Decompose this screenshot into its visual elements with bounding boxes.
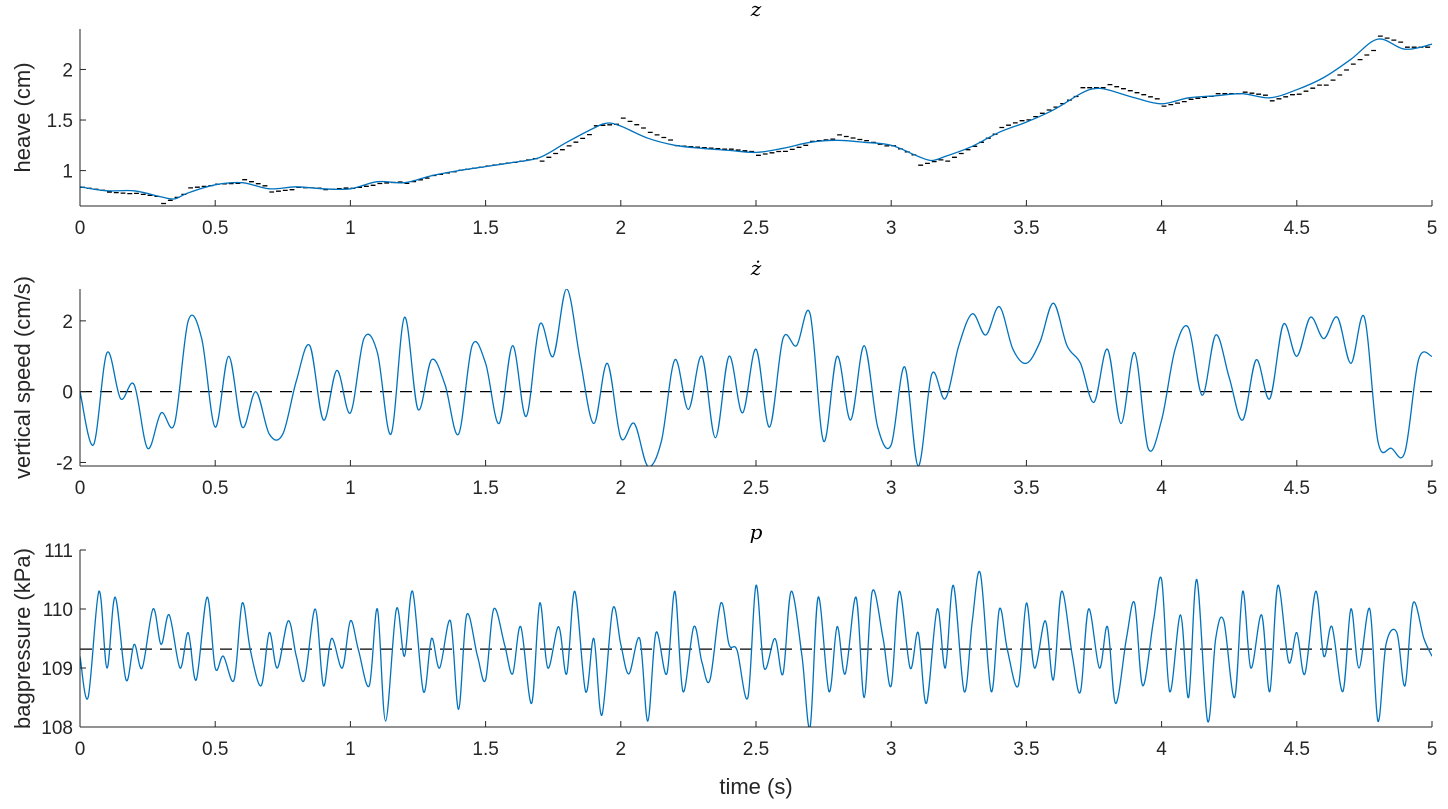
bagpressure-kpa-x-tick-label: 4.5 <box>1284 739 1310 760</box>
bagpressure-kpa-y-tick-label: 109 <box>41 659 73 680</box>
bagpressure-kpa-x-tick-label: 1.5 <box>472 739 498 760</box>
heave-cm-x-tick-label: 3.5 <box>1013 218 1039 239</box>
heave-cm-y-axis-label: heave (cm) <box>10 62 35 172</box>
vertical-speed-cm-s-x-tick-label: 4.5 <box>1284 478 1310 499</box>
vertical-speed-cm-s-x-tick-label: 5 <box>1427 478 1438 499</box>
heave-cm-x-tick-label: 4 <box>1156 218 1167 239</box>
heave-cm-x-tick-label: 2.5 <box>743 218 769 239</box>
vertical-speed-cm-s-x-tick-label: 2.5 <box>743 478 769 499</box>
heave-cm-x-tick-label: 4.5 <box>1284 218 1310 239</box>
heave-cm-y-tick-label: 1 <box>62 162 73 183</box>
bagpressure-kpa-x-tick-label: 3 <box>886 739 897 760</box>
vertical-speed-cm-s-series-0-line <box>80 289 1432 466</box>
bagpressure-kpa-x-tick-label: 0.5 <box>202 739 228 760</box>
bagpressure-kpa-x-tick-label: 0 <box>75 739 86 760</box>
heave-cm-x-tick-label: 2 <box>616 218 627 239</box>
bagpressure-kpa-x-tick-label: 2.5 <box>743 739 769 760</box>
vertical-speed-cm-s-y-tick-label: -2 <box>56 453 73 474</box>
heave-cm-x-tick-label: 3 <box>886 218 897 239</box>
heave-cm-x-tick-label: 0.5 <box>202 218 228 239</box>
vertical-speed-cm-s-x-tick-label: 4 <box>1156 478 1167 499</box>
bagpressure-kpa-x-tick-label: 5 <box>1427 739 1438 760</box>
bagpressure-kpa-y-tick-label: 111 <box>44 541 73 562</box>
bagpressure-kpa-x-tick-label: 1 <box>345 739 356 760</box>
heave-cm-series-0-line <box>80 35 1431 205</box>
heave-cm-x-tick-label: 1.5 <box>472 218 498 239</box>
bagpressure-kpa-title: p <box>750 520 763 544</box>
bagpressure-kpa-y-axis-label: bagpressure (kPa) <box>10 548 35 729</box>
heave-cm-x-tick-label: 0 <box>75 218 86 239</box>
heave-cm-y-tick-label: 2 <box>62 60 73 81</box>
vertical-speed-cm-s-x-tick-label: 0 <box>75 478 86 499</box>
heave-cm-x-tick-label: 5 <box>1427 218 1438 239</box>
bagpressure-kpa-x-tick-label: 4 <box>1156 739 1167 760</box>
bagpressure-kpa-y-tick-label: 110 <box>43 600 73 621</box>
bagpressure-panel: 0 0.5 1 1.5 2 2.5 3 3.5 4 4.5 5 108 109 110 111 p bagpre… <box>10 520 1437 799</box>
bagpressure-kpa-y-tick-label: 108 <box>41 718 73 739</box>
vertical-speed-cm-s-y-axis-label: vertical speed (cm/s) <box>10 276 35 479</box>
heave-cm-title: z <box>750 0 762 21</box>
vertical-speed-cm-s-x-tick-label: 1.5 <box>472 478 498 499</box>
vertical-speed-cm-s-y-tick-label: 2 <box>62 312 73 333</box>
heave-cm-series-1-line <box>80 38 1432 200</box>
heave-cm-y-tick-label: 1.5 <box>47 111 73 132</box>
bagpressure-kpa-x-tick-label: 2 <box>616 739 627 760</box>
vertical-speed-cm-s-title: ż <box>750 256 762 280</box>
heave-cm-x-tick-label: 1 <box>345 218 356 239</box>
vertical-speed-cm-s-x-tick-label: 0.5 <box>202 478 228 499</box>
vertical-speed-cm-s-y-tick-label: 0 <box>62 383 73 404</box>
bagpressure-kpa-series-0-line <box>80 570 1432 727</box>
vertical-speed-cm-s-x-tick-label: 3 <box>886 478 897 499</box>
bagpressure-kpa-x-axis-label: time (s) <box>719 774 792 799</box>
heave-panel: 0 0.5 1 1.5 2 2.5 3 3.5 4 4.5 5 1 1.5 2 z heave (cm) <box>10 0 1437 239</box>
vertical-speed-cm-s-x-tick-label: 3.5 <box>1013 478 1039 499</box>
vertical-speed-cm-s-x-tick-label: 2 <box>616 478 627 499</box>
vertical-speed-cm-s-x-tick-label: 1 <box>345 478 356 499</box>
bagpressure-kpa-x-tick-label: 3.5 <box>1013 739 1039 760</box>
